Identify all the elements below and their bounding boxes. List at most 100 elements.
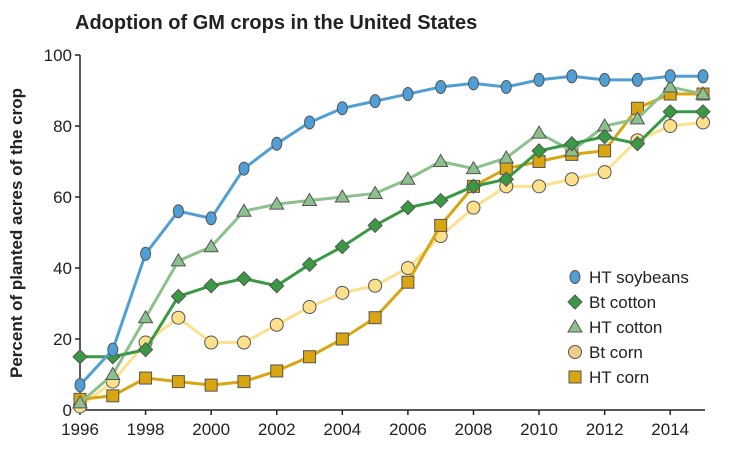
legend-marker	[569, 270, 581, 284]
y-tick-label: 60	[53, 188, 72, 207]
point-bt-corn	[532, 179, 547, 194]
point-ht-soybeans	[369, 94, 381, 109]
legend-marker	[567, 294, 583, 310]
line-ht-soybeans	[78, 74, 703, 387]
point-ht-cotton	[432, 153, 449, 167]
legend-item: HT soybeans	[569, 268, 689, 287]
legend-item: HT cotton	[567, 318, 662, 337]
x-tick-label: 2010	[520, 420, 558, 439]
point-ht-soybeans	[271, 136, 283, 151]
point-ht-cotton	[695, 86, 711, 100]
point-ht-cotton	[498, 149, 515, 164]
point-ht-cotton	[629, 110, 646, 125]
legend-label: HT corn	[589, 368, 649, 387]
point-ht-soybeans	[697, 69, 709, 84]
point-bt-corn	[597, 165, 612, 180]
point-bt-cotton	[695, 104, 711, 120]
point-ht-soybeans	[172, 204, 184, 219]
point-ht-cotton	[301, 192, 318, 207]
point-bt-cotton	[400, 199, 416, 216]
point-ht-soybeans	[304, 115, 316, 130]
point-ht-corn	[598, 144, 612, 158]
legend-marker	[568, 370, 582, 384]
point-bt-corn	[564, 172, 579, 187]
point-ht-cotton	[334, 189, 351, 203]
point-ht-corn	[270, 364, 284, 378]
point-ht-soybeans	[205, 211, 217, 226]
point-bt-cotton	[662, 104, 678, 120]
x-tick-label: 1996	[61, 420, 99, 439]
point-ht-corn	[204, 378, 218, 392]
point-ht-soybeans	[107, 342, 119, 357]
point-ht-corn	[434, 218, 448, 232]
point-ht-corn	[401, 275, 415, 289]
point-ht-soybeans	[467, 76, 479, 91]
point-bt-cotton	[564, 136, 580, 152]
legend-marker	[568, 345, 582, 359]
point-ht-soybeans	[435, 79, 447, 94]
point-ht-corn	[171, 375, 185, 389]
point-bt-cotton	[203, 278, 219, 294]
point-ht-cotton	[268, 196, 285, 210]
point-bt-cotton	[72, 349, 88, 365]
point-ht-soybeans	[140, 246, 152, 261]
point-bt-cotton	[170, 288, 187, 305]
point-ht-cotton	[170, 252, 187, 267]
point-ht-cotton	[465, 160, 482, 175]
point-ht-corn	[106, 389, 120, 403]
x-tick-label: 2012	[586, 420, 624, 439]
point-ht-soybeans	[238, 161, 250, 176]
point-ht-soybeans	[402, 87, 414, 102]
point-ht-soybeans	[631, 72, 643, 87]
point-ht-cotton	[531, 125, 547, 139]
point-bt-cotton	[236, 270, 252, 287]
point-bt-cotton	[629, 136, 646, 152]
point-ht-cotton	[137, 309, 154, 324]
x-tick-label: 2002	[258, 420, 296, 439]
point-bt-cotton	[498, 171, 514, 187]
point-ht-cotton	[400, 171, 416, 185]
y-tick-label: 20	[53, 330, 72, 349]
legend-label: HT cotton	[589, 318, 662, 337]
point-ht-cotton	[203, 238, 220, 253]
point-ht-corn	[237, 375, 251, 389]
point-bt-corn	[466, 200, 481, 215]
point-bt-cotton	[465, 178, 482, 195]
y-axis-label: Percent of planted acres of the crop	[7, 88, 26, 378]
x-tick-label: 2004	[323, 420, 361, 439]
point-ht-soybeans	[566, 69, 578, 84]
point-ht-corn	[139, 371, 153, 385]
point-bt-cotton	[334, 238, 351, 255]
point-ht-soybeans	[336, 101, 348, 116]
x-tick-label: 1998	[127, 420, 165, 439]
point-bt-cotton	[432, 192, 449, 209]
point-ht-soybeans	[533, 72, 545, 87]
point-ht-soybeans	[599, 72, 611, 87]
y-tick-label: 80	[53, 117, 72, 136]
point-bt-cotton	[137, 341, 154, 358]
point-bt-corn	[335, 285, 350, 300]
x-tick-label: 2014	[651, 420, 689, 439]
point-ht-cotton	[662, 78, 679, 93]
y-tick-label: 0	[63, 401, 72, 420]
point-bt-cotton	[301, 256, 318, 273]
y-tick-label: 40	[53, 259, 72, 278]
point-ht-soybeans	[500, 79, 512, 94]
series-bt-cotton	[72, 104, 711, 365]
point-bt-corn	[302, 300, 317, 315]
legend-label: Bt corn	[589, 343, 643, 362]
legend-item: Bt cotton	[567, 293, 656, 312]
x-tick-label: 2008	[455, 420, 493, 439]
point-ht-cotton	[104, 366, 121, 380]
point-bt-corn	[204, 335, 219, 350]
legend-item: HT corn	[568, 368, 649, 387]
point-ht-corn	[335, 332, 349, 346]
x-tick-label: 2006	[389, 420, 427, 439]
point-ht-cotton	[236, 203, 252, 217]
point-bt-cotton	[531, 143, 547, 159]
point-bt-corn	[269, 317, 284, 332]
point-bt-corn	[368, 278, 383, 293]
point-ht-soybeans	[664, 69, 676, 84]
